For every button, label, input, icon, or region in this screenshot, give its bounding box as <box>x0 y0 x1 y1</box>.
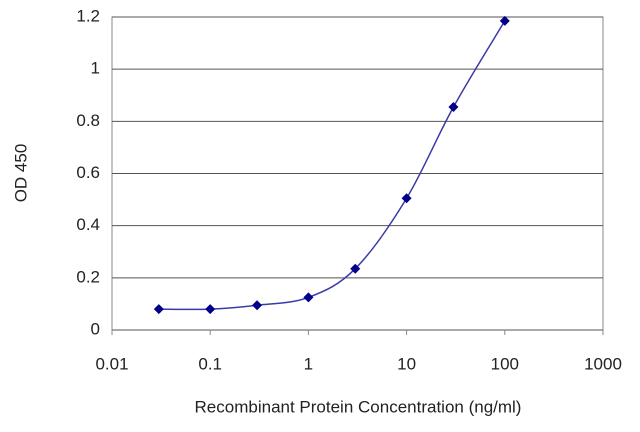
data-point <box>252 300 263 311</box>
data-point <box>303 292 314 303</box>
data-point <box>205 304 216 315</box>
data-point <box>350 263 361 274</box>
x-tick-label: 10 <box>397 354 416 373</box>
x-tick-label: 0.1 <box>198 354 222 373</box>
y-tick-label: 0.4 <box>76 215 100 234</box>
x-tick-label: 100 <box>491 354 519 373</box>
y-axis-label: OD 450 <box>11 144 30 203</box>
y-tick-label: 0 <box>91 319 100 338</box>
x-tick-label: 1000 <box>584 354 622 373</box>
y-tick-label: 0.2 <box>76 267 100 286</box>
x-axis-label: Recombinant Protein Concentration (ng/ml… <box>195 397 522 416</box>
y-tick-label: 1.2 <box>76 6 100 25</box>
data-point <box>153 304 164 315</box>
y-tick-label: 0.6 <box>76 163 100 182</box>
data-point <box>499 15 510 26</box>
x-tick-label: 0.01 <box>95 354 128 373</box>
y-tick-label: 1 <box>91 59 100 78</box>
data-point <box>401 193 412 204</box>
data-point <box>448 101 459 112</box>
x-tick-label: 1 <box>304 354 313 373</box>
y-tick-label: 0.8 <box>76 111 100 130</box>
